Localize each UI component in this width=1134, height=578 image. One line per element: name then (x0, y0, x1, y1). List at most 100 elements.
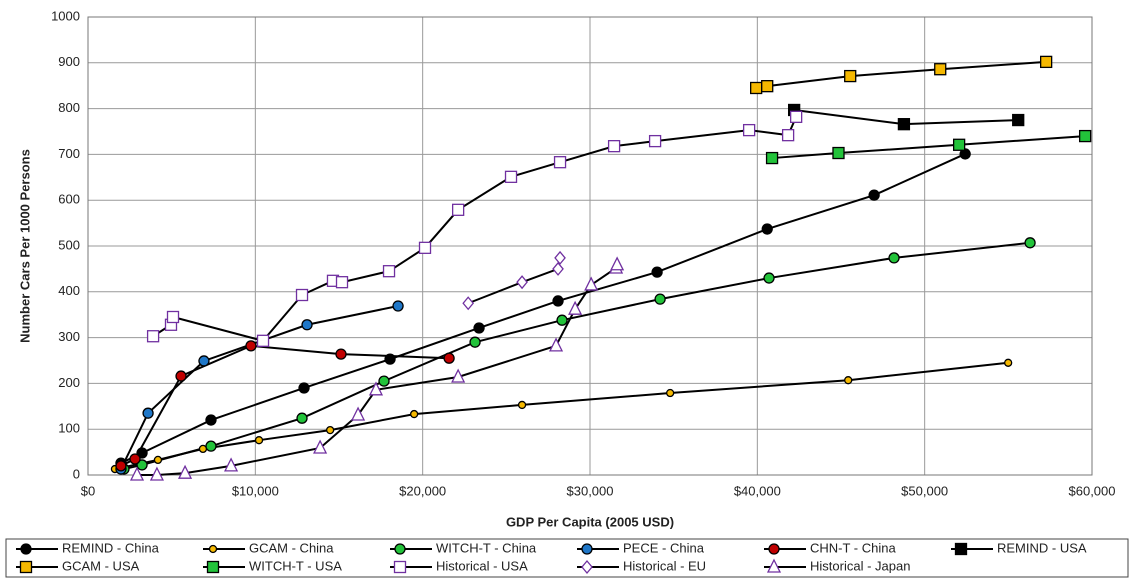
data-point (761, 80, 774, 93)
y-tick-label: 1000 (51, 8, 80, 23)
data-point (175, 370, 187, 382)
data-point (115, 460, 127, 472)
data-point (136, 459, 148, 471)
y-axis-title: Number Cars Per 1000 Persons (17, 149, 32, 343)
data-point (790, 110, 803, 123)
y-tick-label: 500 (58, 237, 80, 252)
y-tick-label: 600 (58, 192, 80, 207)
data-point (335, 276, 349, 289)
data-point (205, 440, 217, 452)
data-point (781, 129, 795, 142)
data-point (742, 123, 756, 137)
series-line (755, 60, 1047, 89)
data-point (952, 138, 966, 151)
legend-label: WITCH-T - China (436, 540, 537, 555)
legend-marker (581, 559, 593, 575)
data-point (224, 457, 239, 472)
y-tick-label: 700 (58, 146, 80, 161)
legend-label: GCAM - USA (62, 558, 140, 573)
plot-frame (87, 16, 1093, 476)
data-point (178, 464, 193, 479)
data-point (554, 250, 566, 265)
y-tick-label: 200 (58, 375, 80, 390)
data-point (313, 439, 328, 454)
data-point (897, 118, 911, 131)
legend-label: PECE - China (623, 540, 705, 555)
legend-marker (208, 544, 218, 554)
data-point (296, 412, 308, 424)
data-point (368, 381, 384, 396)
data-point (868, 189, 880, 201)
data-point (418, 241, 432, 254)
data-point (934, 63, 947, 76)
y-tick-label: 400 (58, 283, 80, 298)
x-tick-label: $20,000 (399, 483, 446, 498)
data-point (136, 447, 148, 459)
data-point (552, 261, 564, 276)
legend-label: Historical - USA (436, 558, 528, 573)
x-tick-label: $60,000 (1069, 483, 1116, 498)
x-tick-label: $0 (81, 483, 95, 498)
legend-marker (954, 542, 968, 556)
data-point (335, 348, 347, 360)
y-tick-label: 800 (58, 100, 80, 115)
data-point (548, 337, 564, 352)
data-point (205, 414, 217, 426)
legend-marker (19, 560, 33, 574)
data-point (392, 300, 404, 312)
legend-marker (766, 558, 782, 573)
legend-marker (394, 543, 406, 555)
x-tick-label: $40,000 (734, 483, 781, 498)
data-point (651, 266, 663, 278)
data-point (473, 322, 485, 334)
data-point (607, 140, 621, 153)
data-point (384, 353, 396, 365)
data-point (443, 352, 455, 364)
series-line (120, 344, 450, 467)
data-point (462, 296, 475, 311)
data-point (469, 336, 481, 348)
data-point (409, 409, 419, 419)
data-point (552, 295, 564, 307)
data-point (844, 376, 853, 385)
series-line (114, 361, 1009, 471)
x-tick-label: $30,000 (567, 483, 614, 498)
x-tick-label: $10,000 (232, 483, 279, 498)
data-point (153, 455, 163, 465)
data-point (245, 340, 257, 352)
data-point (517, 400, 527, 410)
data-point (648, 134, 662, 148)
legend-marker (20, 543, 32, 555)
data-point (451, 203, 465, 216)
legend-label: REMIND - China (62, 540, 160, 555)
legend-label: REMIND - USA (997, 540, 1087, 555)
data-point (1078, 129, 1092, 143)
x-tick-label: $50,000 (901, 483, 948, 498)
y-tick-label: 300 (58, 329, 80, 344)
legend-label: GCAM - China (249, 540, 334, 555)
data-point (832, 146, 845, 160)
data-point (256, 334, 270, 347)
data-point (378, 375, 390, 387)
data-point (129, 453, 141, 465)
data-point (1040, 55, 1053, 69)
legend-label: Historical - EU (623, 558, 706, 573)
data-point (750, 81, 763, 95)
data-point (553, 156, 567, 169)
data-point (1024, 237, 1036, 249)
data-point (451, 368, 466, 383)
legend-label: Historical - Japan (810, 558, 910, 573)
legend-label: CHN-T - China (810, 540, 896, 555)
data-point (295, 288, 309, 302)
data-point (149, 466, 164, 481)
data-point (1004, 358, 1013, 367)
data-point (129, 466, 145, 481)
data-point (166, 310, 180, 324)
data-point (610, 256, 625, 271)
data-point (888, 252, 900, 264)
data-point (254, 436, 264, 445)
legend-marker (393, 560, 407, 574)
data-point (516, 275, 528, 290)
x-axis-title: GDP Per Capita (2005 USD) (506, 514, 674, 529)
data-point (763, 272, 775, 284)
